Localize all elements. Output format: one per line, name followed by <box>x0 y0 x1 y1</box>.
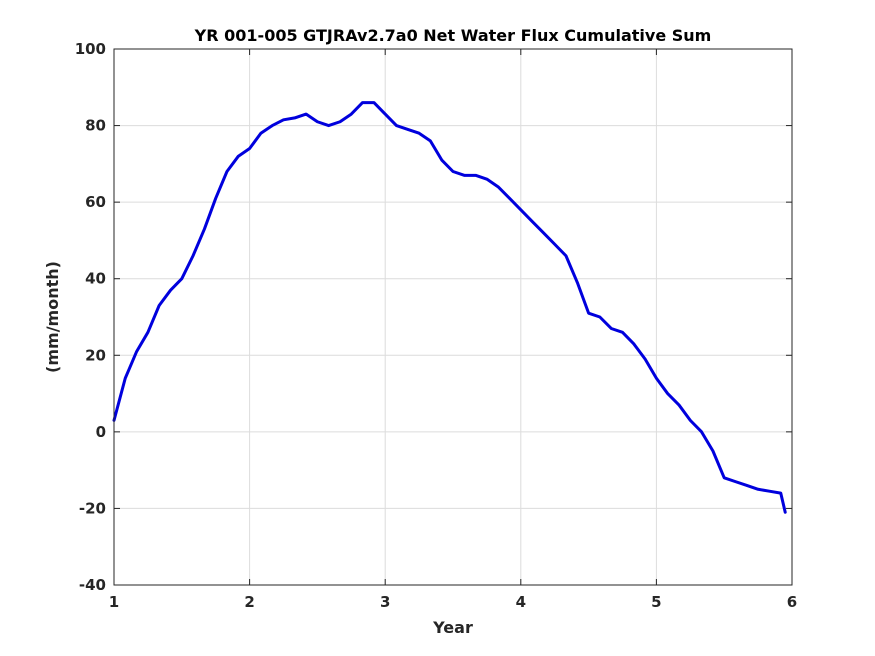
y-tick-label: -20 <box>79 499 106 517</box>
x-tick-label: 2 <box>244 593 254 611</box>
x-tick-label: 4 <box>516 593 526 611</box>
y-tick-label: 20 <box>85 346 106 364</box>
y-tick-label: 60 <box>85 193 106 211</box>
chart-title: YR 001-005 GTJRAv2.7a0 Net Water Flux Cu… <box>194 26 712 45</box>
plot-area <box>114 49 792 585</box>
y-tick-labels: -40 -20 0 20 40 60 80 100 <box>75 40 106 594</box>
y-tick-label: 40 <box>85 270 106 288</box>
series-line <box>112 101 787 514</box>
tick-marks <box>113 48 793 586</box>
x-tick-label: 6 <box>787 593 797 611</box>
x-tick-label: 3 <box>380 593 390 611</box>
x-tick-label: 5 <box>651 593 661 611</box>
y-tick-label: 0 <box>96 423 106 441</box>
y-tick-label: -40 <box>79 576 106 594</box>
series-layer <box>112 101 787 514</box>
x-axis-label: Year <box>432 618 473 637</box>
y-tick-label: 80 <box>85 117 106 135</box>
grid-lines <box>114 49 792 585</box>
y-axis-label: (mm/month) <box>43 261 62 373</box>
x-tick-label: 1 <box>109 593 119 611</box>
x-tick-labels: 1 2 3 4 5 6 <box>109 593 797 611</box>
y-tick-label: 100 <box>75 40 106 58</box>
plot-frame <box>113 48 793 586</box>
